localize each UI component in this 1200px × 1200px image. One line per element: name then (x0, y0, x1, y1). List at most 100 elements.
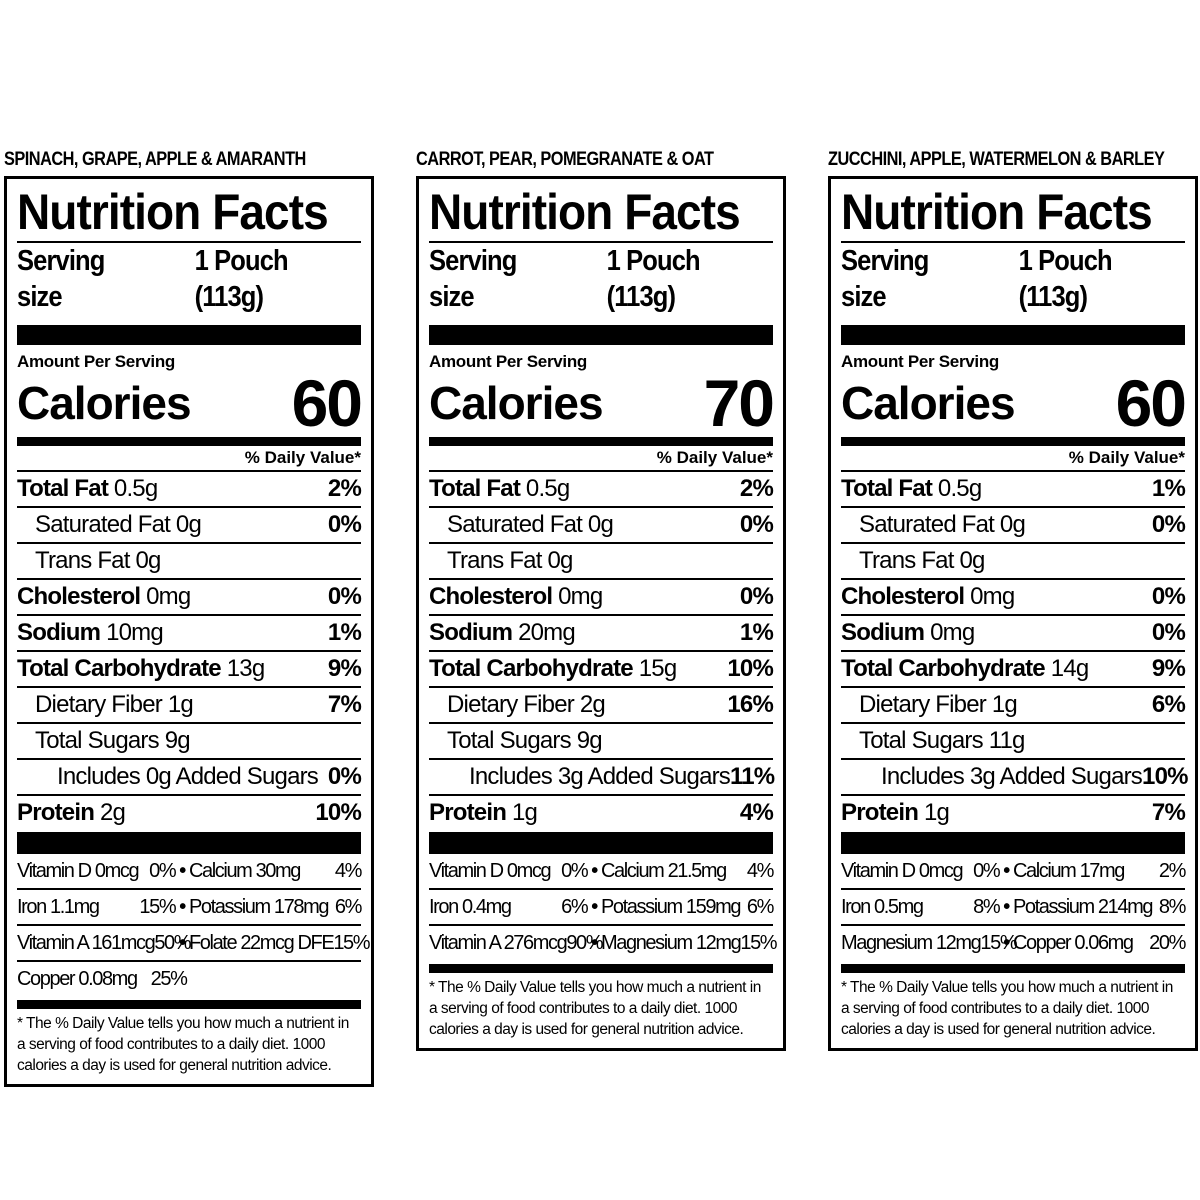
vitamin-cell: Magnesium 12mg 15% (841, 926, 1018, 960)
nutrient-daily-value: 2% (739, 475, 774, 502)
nutrient-label: Includes 0g Added Sugars (17, 760, 319, 794)
nutrient-name: Total Carbohydrate (17, 655, 222, 682)
nutrient-row: Protein 1g 4% (429, 796, 774, 830)
vitamin-cell: Iron 0.5mg 8% (841, 890, 1001, 924)
serving-size-label: Serving size (841, 245, 929, 313)
nutrient-daily-value: 0% (739, 583, 774, 610)
vitamin-row: Vitamin D 0mcg 0% • Calcium 17mg 2% (841, 854, 1186, 890)
bullet-separator: • (1003, 896, 1010, 918)
nutrient-row: Protein 1g 7% (841, 796, 1186, 830)
nutrient-amount: 0mg (558, 583, 603, 610)
nutrient-label: Total Carbohydrate 13g (17, 652, 265, 686)
nutrient-daily-value: 2% (327, 475, 362, 502)
vitamin-row: Vitamin A 161mcg 50% • Folate 22mcg DFE … (17, 926, 371, 962)
divider-medium (17, 1000, 361, 1009)
vitamin-row: Magnesium 12mg 15% • Copper 0.06mg 20% (841, 926, 1186, 960)
nutrient-amount: 15g (638, 655, 677, 682)
divider-thick (17, 325, 361, 345)
nutrient-label: Total Fat 0.5g (17, 472, 158, 506)
vitamin-name: Iron 0.5mg (841, 896, 924, 918)
bullet-separator: • (591, 860, 598, 882)
nutrition-facts-label: Nutrition Facts Serving size 1 Pouch (11… (4, 176, 374, 1087)
vitamin-row: Copper 0.08mg 25% (17, 962, 361, 996)
nutrient-name: Total Carbohydrate (841, 655, 1046, 682)
nutrient-row: Cholesterol 0mg 0% (429, 580, 774, 616)
nutrient-name: Includes 3g Added Sugars (881, 763, 1143, 790)
nutrition-facts-title: Nutrition Facts (17, 184, 329, 240)
nutrient-daily-value: 1% (327, 619, 362, 646)
bullet-separator: • (179, 932, 186, 954)
vitamin-dv: 4% (334, 860, 363, 882)
nutrient-daily-value: 10% (727, 655, 773, 682)
nutrient-daily-value: 7% (327, 691, 362, 718)
vitamin-name: Vitamin D 0mcg (17, 860, 140, 882)
vitamin-name: Potassium 159mg (600, 896, 741, 918)
nutrient-daily-value: 0% (327, 511, 362, 538)
vitamin-dv: 20% (1149, 932, 1186, 954)
vitamin-row: Vitamin A 276mcg 90% • Magnesium 12mg 15… (429, 926, 778, 960)
product-name: ZUCCHINI, APPLE, WATERMELON & BARLEY (828, 149, 1165, 170)
divider-medium (841, 964, 1185, 973)
nutrient-row: Sodium 0mg 0% (841, 616, 1186, 652)
nutrient-name: Includes 0g Added Sugars (57, 763, 319, 790)
nutrient-amount: 11g (988, 727, 1026, 754)
nutrient-label: Cholesterol 0mg (429, 580, 603, 614)
serving-size-row: Serving size 1 Pouch (113g) (841, 241, 1185, 315)
nutrient-row: Protein 2g 10% (17, 796, 362, 830)
nutrient-label: Total Sugars 9g (17, 724, 191, 758)
nutrient-row: Total Sugars 9g (17, 724, 361, 760)
divider-thick (841, 325, 1185, 345)
vitamin-cell: Vitamin A 276mcg 90% (429, 926, 604, 960)
nutrient-amount: 13g (226, 655, 265, 682)
calories-row: Calories 60 (17, 370, 363, 436)
nutrient-row: Total Sugars 9g (429, 724, 773, 760)
nutrient-label: Trans Fat 0g (17, 544, 161, 578)
nutrient-name: Protein (429, 799, 507, 826)
nutrient-label: Total Fat 0.5g (429, 472, 570, 506)
nutrient-amount: 0g (175, 511, 202, 538)
nutrient-name: Dietary Fiber (859, 691, 987, 718)
vitamin-name: Folate 22mcg DFE (188, 932, 335, 954)
nutrient-daily-value: 6% (1151, 691, 1186, 718)
daily-value-header: % Daily Value* (429, 446, 773, 472)
nutrient-amount: 2g (99, 799, 126, 826)
nutrient-label: Total Carbohydrate 14g (841, 652, 1089, 686)
divider-thick (429, 325, 773, 345)
vitamin-cell: Vitamin D 0mcg 0% (17, 854, 177, 888)
calories-label: Calories (429, 377, 604, 429)
calories-label: Calories (17, 377, 192, 429)
nutrient-row: Dietary Fiber 1g 6% (841, 688, 1186, 724)
bullet-separator: • (179, 896, 186, 918)
vitamin-name: Vitamin A 276mcg (429, 932, 568, 954)
nutrient-row: Total Fat 0.5g 2% (429, 472, 774, 508)
nutrient-label: Cholesterol 0mg (841, 580, 1015, 614)
divider-thick (841, 832, 1185, 854)
vitamin-cell: Vitamin A 161mcg 50% (17, 926, 192, 960)
daily-value-footnote: * The % Daily Value tells you how much a… (17, 1015, 349, 1074)
vitamin-dv: 4% (746, 860, 775, 882)
nutrient-name: Saturated Fat (859, 511, 995, 538)
vitamin-name: Potassium 178mg (188, 896, 329, 918)
vitamin-dv: 15% (139, 896, 176, 918)
vitamin-cell: Potassium 178mg 6% (188, 890, 362, 924)
bullet-separator: • (591, 896, 598, 918)
nutrient-name: Trans Fat (35, 547, 130, 574)
nutrient-amount: 9g (164, 727, 191, 754)
vitamin-name: Magnesium 12mg (841, 932, 982, 954)
vitamin-name: Vitamin D 0mcg (841, 860, 964, 882)
nutrient-label: Includes 3g Added Sugars (429, 760, 731, 794)
nutrient-label: Trans Fat 0g (429, 544, 573, 578)
nutrient-amount: 0g (587, 511, 614, 538)
nutrient-row: Total Carbohydrate 13g 9% (17, 652, 362, 688)
nutrient-daily-value: 0% (739, 511, 774, 538)
vitamin-name: Vitamin A 161mcg (17, 932, 156, 954)
calories-row: Calories 70 (429, 370, 775, 436)
vitamin-cell: Vitamin D 0mcg 0% (429, 854, 589, 888)
vitamin-dv: 8% (1158, 896, 1187, 918)
bullet-separator: • (1003, 860, 1010, 882)
serving-size-label: Serving size (17, 245, 105, 313)
vitamin-name: Calcium 30mg (188, 860, 301, 882)
serving-size-row: Serving size 1 Pouch (113g) (429, 241, 773, 315)
nutrient-daily-value: 9% (1151, 655, 1186, 682)
nutrient-label: Saturated Fat 0g (841, 508, 1026, 542)
